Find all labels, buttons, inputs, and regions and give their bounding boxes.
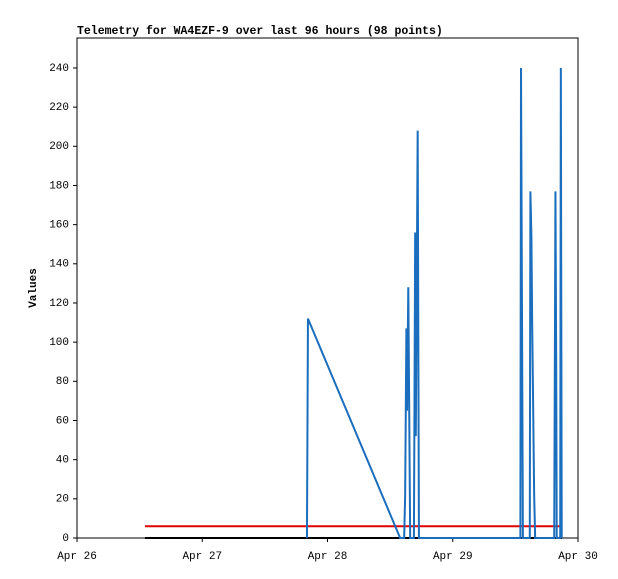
y-tick-label: 80: [56, 376, 69, 388]
plot-frame: [76, 37, 579, 539]
y-tick-label: 100: [49, 337, 69, 349]
x-tick-label: Apr 26: [57, 551, 97, 563]
x-tick-label: Apr 30: [558, 551, 598, 563]
x-tick-label: Apr 28: [308, 551, 348, 563]
y-tick-label: 60: [56, 415, 69, 427]
chart-title: Telemetry for WA4EZF-9 over last 96 hour…: [77, 25, 443, 38]
y-tick-label: 120: [49, 298, 69, 310]
x-tick-label: Apr 27: [182, 551, 222, 563]
y-tick-label: 20: [56, 494, 69, 506]
y-tick-label: 200: [49, 141, 69, 153]
y-axis-label: Values: [28, 268, 40, 308]
y-tick-label: 140: [49, 259, 69, 271]
y-tick-label: 0: [62, 533, 69, 545]
y-tick-label: 240: [49, 63, 69, 75]
y-tick-label: 40: [56, 455, 69, 467]
y-tick-label: 180: [49, 180, 69, 192]
y-tick-label: 160: [49, 220, 69, 232]
y-tick-label: 220: [49, 102, 69, 114]
x-tick-label: Apr 29: [433, 551, 473, 563]
data-line: [305, 67, 563, 539]
